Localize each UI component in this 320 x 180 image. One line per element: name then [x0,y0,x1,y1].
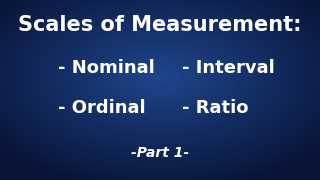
Text: Scales of Measurement:: Scales of Measurement: [18,15,302,35]
Text: - Nominal: - Nominal [58,59,154,77]
Text: - Ratio: - Ratio [182,99,249,117]
Text: - Ordinal: - Ordinal [58,99,145,117]
Text: - Interval: - Interval [182,59,275,77]
Text: -Part 1-: -Part 1- [131,146,189,160]
